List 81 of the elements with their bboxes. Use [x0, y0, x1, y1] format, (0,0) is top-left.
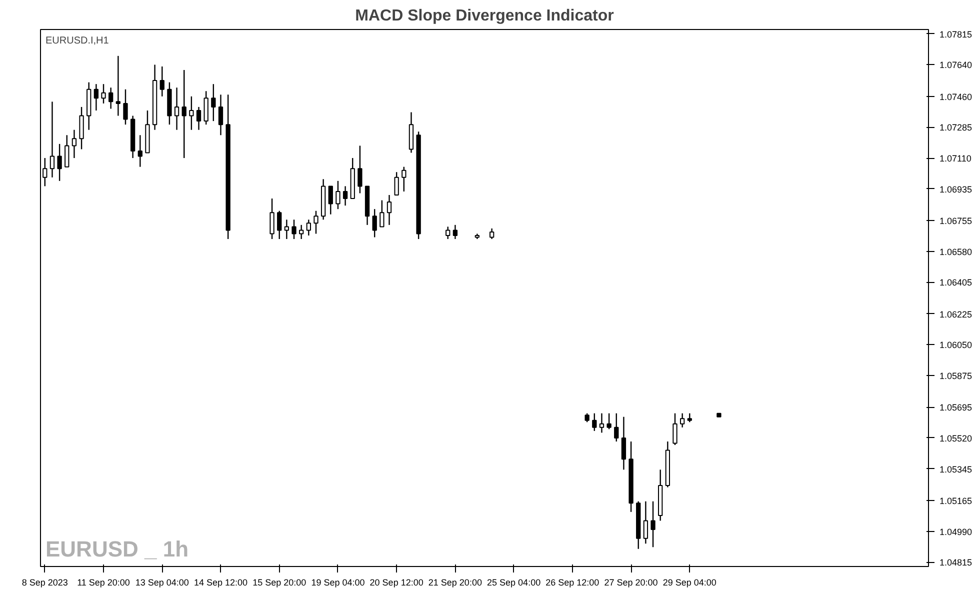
candlestick	[196, 106, 202, 130]
x-tick-label: 8 Sep 2023	[22, 578, 68, 588]
chart-title: MACD Slope Divergence Indicator	[355, 8, 614, 24]
candlestick	[614, 412, 619, 442]
candlestick	[372, 208, 377, 238]
y-tick-label: 1.05695	[940, 402, 972, 413]
candlestick	[336, 180, 340, 210]
candlestick	[284, 219, 290, 240]
candlestick	[643, 500, 648, 544]
candlestick	[50, 101, 55, 178]
candlestick	[380, 200, 384, 228]
candlestick	[386, 194, 392, 226]
y-tick-label: 1.06580	[940, 246, 972, 257]
x-tick-label: 19 Sep 04:00	[311, 578, 365, 588]
y-tick-label: 1.05165	[940, 496, 972, 506]
x-tick-label: 14 Sep 12:00	[194, 578, 248, 588]
y-tick-label: 1.06225	[940, 309, 972, 320]
x-tick-label: 27 Sep 20:00	[604, 578, 658, 588]
candlestick	[218, 94, 224, 136]
candlestick	[57, 143, 62, 182]
y-tick-label: 1.07110	[940, 154, 972, 164]
candlestick	[270, 198, 274, 240]
y-tick-label: 1.06755	[940, 216, 972, 226]
candlestick	[599, 412, 604, 434]
y-tick-label: 1.06405	[940, 278, 972, 288]
candlestick	[72, 129, 77, 159]
candlestick	[160, 66, 164, 98]
y-tick-label: 1.05520	[940, 433, 972, 444]
candlestick	[123, 88, 128, 126]
x-tick-label: 20 Sep 12:00	[370, 578, 424, 588]
candlestick	[116, 55, 120, 116]
x-tick-label: 25 Sep 04:00	[487, 578, 541, 588]
y-tick-label: 1.04815	[940, 558, 972, 568]
candlestick	[64, 134, 70, 168]
y-tick-label: 1.06935	[940, 184, 972, 194]
candlestick	[277, 210, 282, 240]
candlestick	[189, 96, 194, 130]
y-tick-label: 1.07640	[940, 60, 972, 70]
candlestick	[174, 87, 180, 130]
candlestick	[489, 228, 494, 240]
candlestick	[394, 172, 399, 196]
annotation: EURUSD _ 1h	[46, 536, 189, 562]
candlestick	[292, 219, 296, 240]
candlestick	[328, 186, 333, 215]
candlestick	[621, 416, 626, 470]
x-tick-label: 15 Sep 20:00	[252, 578, 306, 588]
candlestick	[211, 83, 216, 122]
x-tick-label: 11 Sep 20:00	[77, 578, 130, 588]
x-tick-label: 29 Sep 04:00	[662, 578, 716, 588]
candlestick	[299, 224, 304, 240]
candlestick	[650, 500, 656, 548]
y-tick-label: 1.05875	[940, 370, 972, 381]
candlestick	[42, 157, 48, 187]
y-tick-label: 1.07285	[940, 122, 972, 133]
annotation: EURUSD.I,H1	[46, 36, 110, 46]
y-tick-label: 1.05345	[940, 464, 972, 474]
x-tick-label: 26 Sep 12:00	[546, 578, 600, 588]
candlestick	[79, 106, 84, 150]
candlestick	[452, 224, 458, 240]
candlestick	[680, 412, 685, 428]
candlestick	[108, 87, 114, 110]
candlestick	[314, 210, 318, 234]
candlestick	[358, 145, 362, 194]
candlestick	[592, 412, 597, 432]
y-tick-label: 1.06050	[940, 340, 972, 350]
candlestick	[182, 69, 186, 159]
candlestick	[672, 412, 678, 446]
candlestick	[204, 90, 208, 126]
candlestick	[138, 134, 142, 168]
x-tick-label: 21 Sep 20:00	[428, 578, 482, 588]
candlestick	[402, 166, 406, 192]
y-tick-label: 1.07460	[940, 92, 972, 102]
candlestick	[342, 186, 348, 206]
candlestick	[446, 226, 450, 240]
x-tick-label: 13 Sep 04:00	[135, 578, 189, 588]
candlestick	[306, 219, 311, 236]
y-tick-label: 1.04990	[940, 526, 972, 537]
candlestick	[101, 83, 106, 104]
candlestick	[606, 412, 612, 430]
candlestick	[94, 83, 99, 112]
y-tick-label: 1.07815	[940, 29, 972, 40]
